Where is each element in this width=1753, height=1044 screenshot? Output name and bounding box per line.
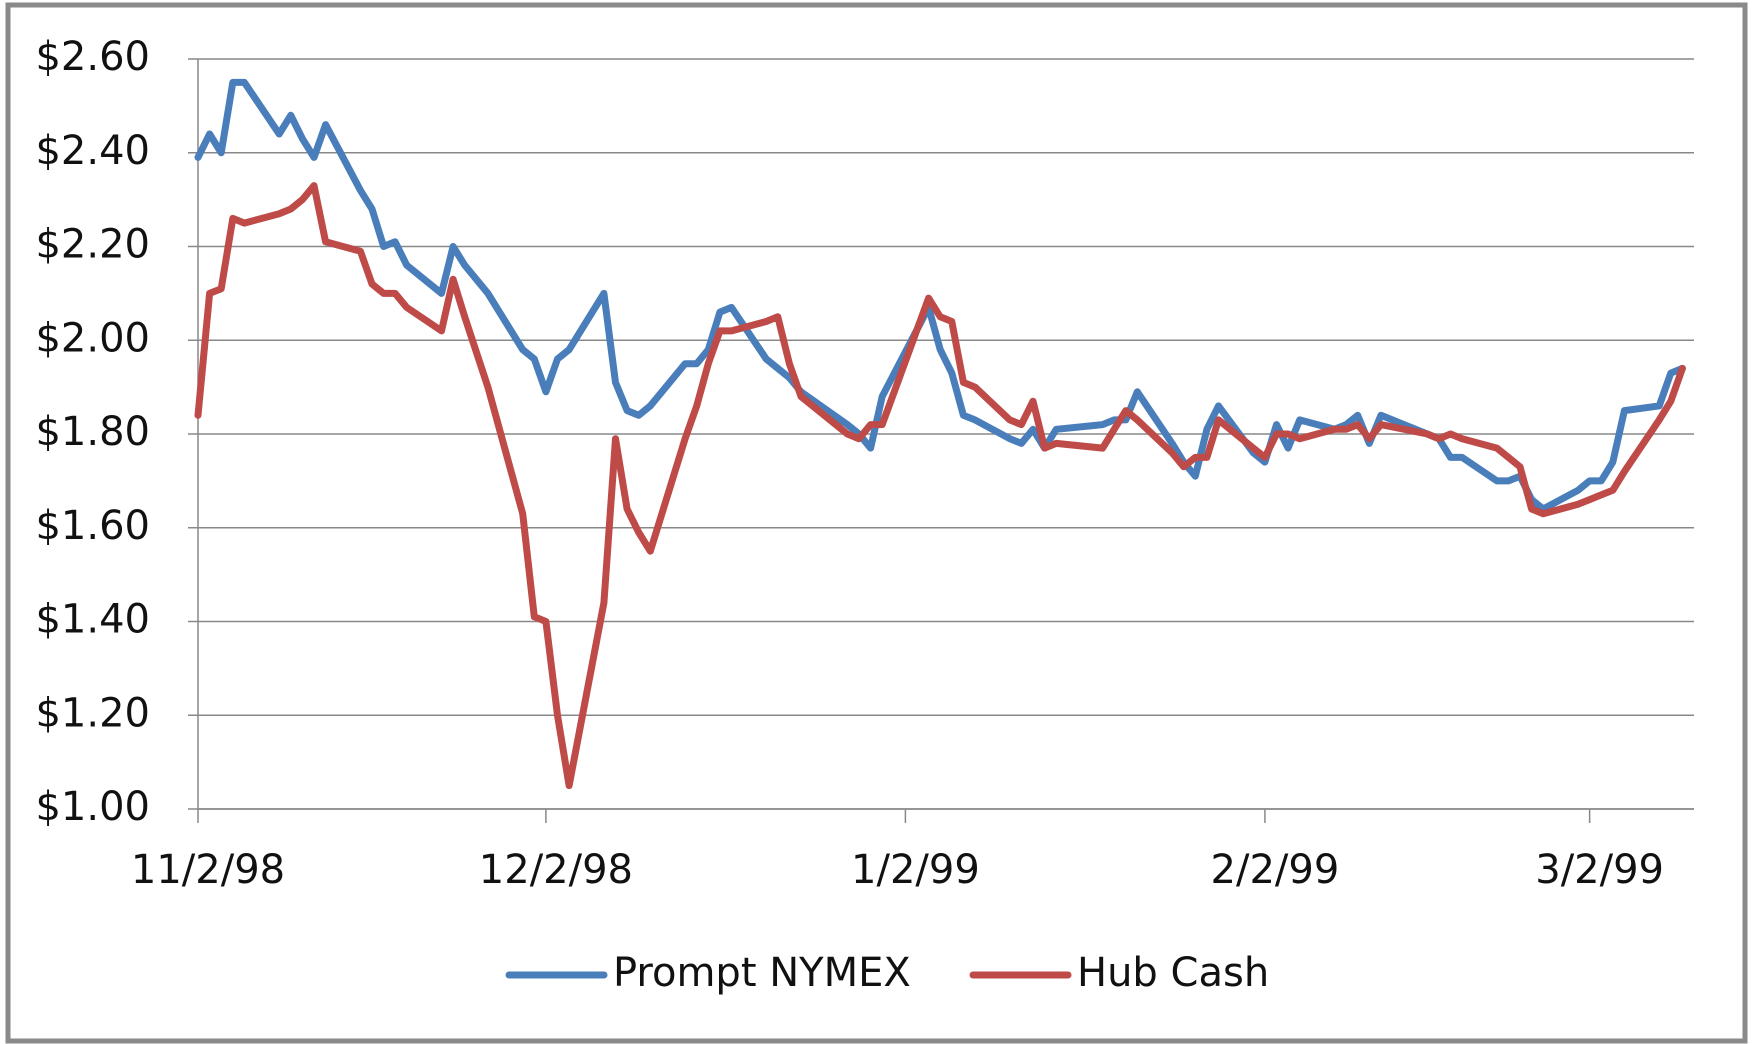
legend-label: Prompt NYMEX <box>613 950 911 996</box>
x-tick-label: 1/2/99 <box>851 847 980 893</box>
y-tick-label: $1.20 <box>35 690 150 736</box>
y-tick-label: $1.60 <box>35 503 150 549</box>
series-line <box>194 182 1686 790</box>
y-tick-label: $1.40 <box>35 597 150 643</box>
y-tick-label: $2.60 <box>35 34 150 80</box>
y-tick-label: $1.80 <box>35 409 150 455</box>
series-line <box>194 78 1686 513</box>
x-tick-label: 12/2/98 <box>479 847 633 893</box>
chart-border <box>5 2 1748 1044</box>
y-tick-label: $2.40 <box>35 128 150 174</box>
x-tick-label: 11/2/98 <box>131 847 285 893</box>
legend-label: Hub Cash <box>1077 950 1269 996</box>
y-tick-label: $1.00 <box>35 784 150 830</box>
x-tick-label: 2/2/99 <box>1211 847 1340 893</box>
y-tick-label: $2.20 <box>35 222 150 268</box>
x-tick-label: 3/2/99 <box>1535 847 1664 893</box>
y-tick-label: $2.00 <box>35 315 150 361</box>
